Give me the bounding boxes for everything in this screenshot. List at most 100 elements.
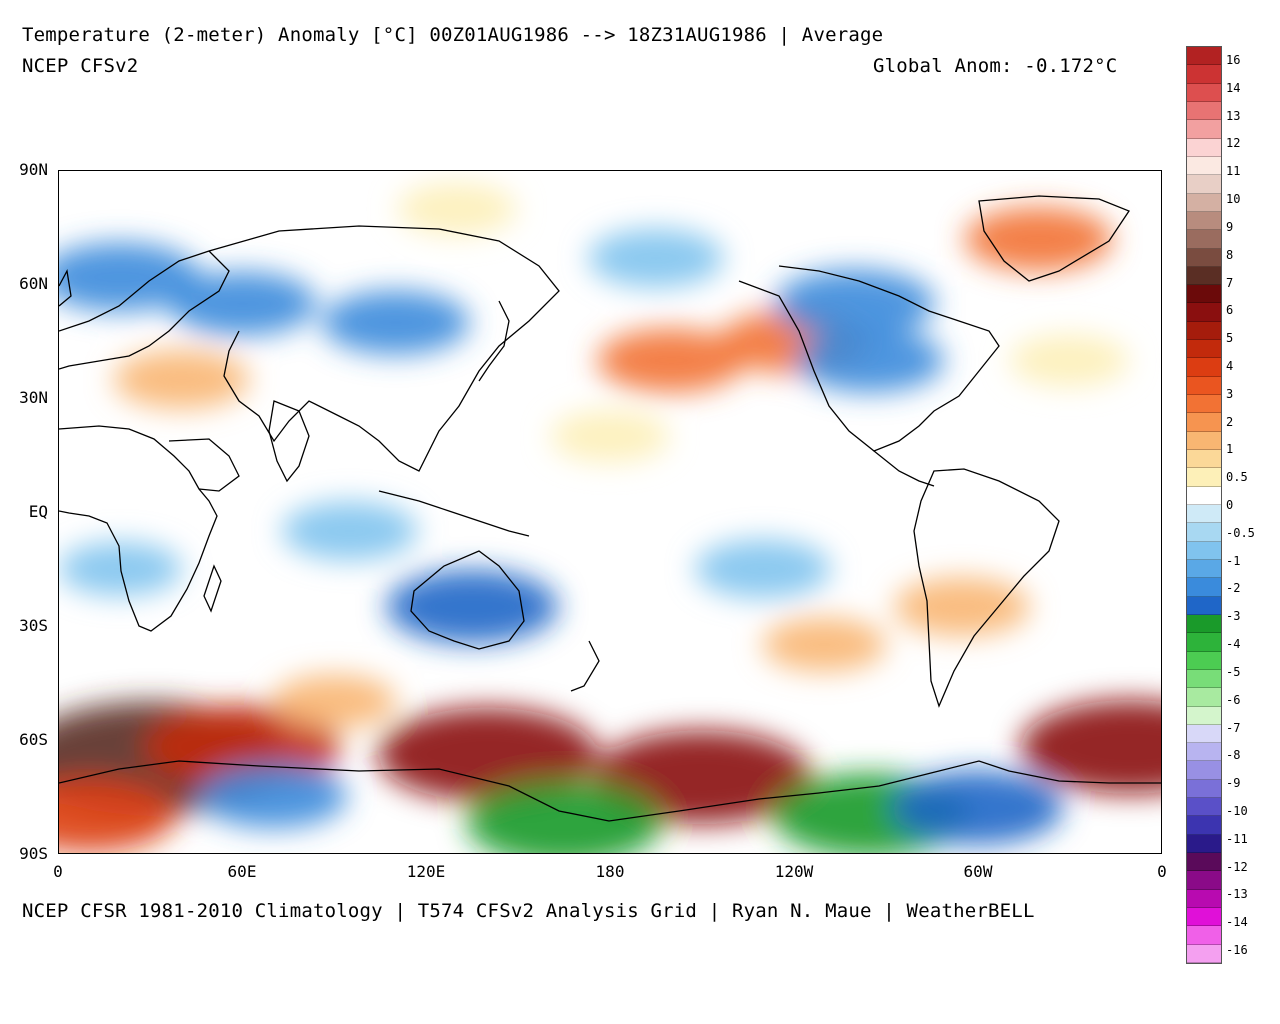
colorbar-label: 0	[1226, 498, 1234, 512]
colorbar-label: -10	[1226, 803, 1248, 818]
lon-label: 60W	[963, 862, 993, 881]
colorbar-label: -9	[1226, 776, 1241, 791]
lat-label: 90N	[19, 160, 48, 179]
lon-label: 180	[595, 862, 625, 881]
anomaly-region	[272, 674, 397, 729]
colorbar-swatch	[1187, 413, 1221, 432]
anomaly-region	[59, 242, 201, 312]
colorbar-label: -14	[1226, 915, 1248, 930]
colorbar-swatch	[1187, 138, 1221, 157]
colorbar	[1186, 46, 1222, 964]
colorbar-label: -7	[1226, 720, 1241, 735]
colorbar-swatch	[1187, 779, 1221, 799]
colorbar-label: 5	[1226, 331, 1234, 346]
colorbar-label: 13	[1226, 108, 1241, 123]
colorbar-swatch	[1187, 340, 1221, 359]
lon-label: 60E	[227, 862, 257, 881]
colorbar-swatch	[1187, 468, 1221, 487]
colorbar-label: -6	[1226, 692, 1241, 707]
lat-label: 90S	[19, 844, 48, 863]
footer-credits: NCEP CFSR 1981-2010 Climatology | T574 C…	[22, 900, 1035, 922]
colorbar-swatch	[1187, 578, 1221, 597]
colorbar-swatch	[1187, 798, 1221, 817]
anomaly-region	[1020, 699, 1161, 794]
colorbar-swatch	[1187, 266, 1221, 286]
colorbar-swatch	[1187, 395, 1221, 414]
colorbar-label: 11	[1226, 164, 1241, 179]
colorbar-label: 14	[1226, 80, 1241, 95]
anomaly-region	[397, 182, 517, 235]
lat-label: 30S	[19, 616, 48, 635]
lon-label: 120W	[774, 862, 814, 881]
colorbar-swatch	[1187, 486, 1221, 505]
colorbar-label: -13	[1226, 887, 1248, 902]
anomaly-region	[774, 269, 935, 339]
colorbar-swatch	[1187, 834, 1221, 854]
colorbar-swatch	[1187, 761, 1221, 780]
colorbar-swatch	[1187, 926, 1221, 945]
colorbar-label: 2	[1226, 414, 1234, 429]
colorbar-swatch	[1187, 285, 1221, 304]
map-title: Temperature (2-meter) Anomaly [°C] 00Z01…	[22, 24, 884, 46]
colorbar-swatch	[1187, 211, 1221, 231]
anomaly-region	[377, 707, 598, 802]
colorbar-label: 3	[1226, 386, 1234, 401]
colorbar-label: -0.5	[1226, 525, 1255, 540]
colorbar-label: 6	[1226, 303, 1234, 318]
anomaly-region	[321, 290, 470, 355]
colorbar-label: 9	[1226, 219, 1234, 234]
lat-label: 30N	[19, 388, 48, 407]
colorbar-swatch	[1187, 83, 1221, 102]
colorbar-swatch	[1187, 303, 1221, 322]
anomaly-region	[587, 228, 724, 288]
colorbar-swatch	[1187, 101, 1221, 121]
colorbar-swatch	[1187, 321, 1221, 341]
lat-label: 60N	[19, 274, 48, 293]
colorbar-swatch	[1187, 541, 1221, 560]
colorbar-swatch	[1187, 816, 1221, 835]
colorbar-swatch	[1187, 743, 1221, 762]
colorbar-label: -2	[1226, 581, 1241, 596]
anomaly-region	[597, 328, 746, 393]
colorbar-label: -12	[1226, 859, 1248, 874]
anomaly-region	[891, 770, 1064, 845]
lon-label: 0	[53, 862, 63, 881]
colorbar-swatch	[1187, 248, 1221, 267]
colorbar-label: 12	[1226, 136, 1241, 151]
colorbar-swatch	[1187, 633, 1221, 652]
model-label: NCEP CFSv2	[22, 55, 139, 77]
colorbar-swatch	[1187, 65, 1221, 84]
colorbar-label: 16	[1226, 53, 1241, 67]
lat-label: EQ	[28, 502, 48, 521]
anomaly-region	[59, 778, 176, 853]
colorbar-label: -3	[1226, 609, 1241, 624]
colorbar-label: 7	[1226, 275, 1234, 290]
lat-label: 60S	[19, 730, 48, 749]
colorbar-swatch	[1187, 193, 1221, 212]
colorbar-swatch	[1187, 724, 1221, 744]
colorbar-swatch	[1187, 505, 1221, 524]
colorbar-swatch	[1187, 559, 1221, 579]
anomaly-region	[466, 780, 663, 853]
anomaly-region	[964, 207, 1113, 272]
anomaly-region	[199, 764, 348, 829]
anomaly-region	[796, 328, 945, 393]
colorbar-label: 10	[1226, 192, 1241, 207]
colorbar-label: -16	[1226, 943, 1248, 957]
colorbar-swatch	[1187, 156, 1221, 176]
colorbar-label: -4	[1226, 637, 1241, 652]
anomaly-map	[58, 170, 1162, 854]
anomaly-region	[550, 410, 670, 463]
colorbar-swatch	[1187, 175, 1221, 194]
anomaly-region	[762, 617, 887, 672]
anomaly-region	[894, 577, 1031, 637]
colorbar-swatch	[1187, 47, 1221, 66]
colorbar-swatch	[1187, 596, 1221, 615]
colorbar-swatch	[1187, 120, 1221, 139]
colorbar-swatch	[1187, 908, 1221, 927]
colorbar-swatch	[1187, 431, 1221, 451]
colorbar-swatch	[1187, 853, 1221, 872]
colorbar-swatch	[1187, 230, 1221, 249]
colorbar-label: 1	[1226, 442, 1234, 457]
anomaly-region	[386, 569, 559, 644]
